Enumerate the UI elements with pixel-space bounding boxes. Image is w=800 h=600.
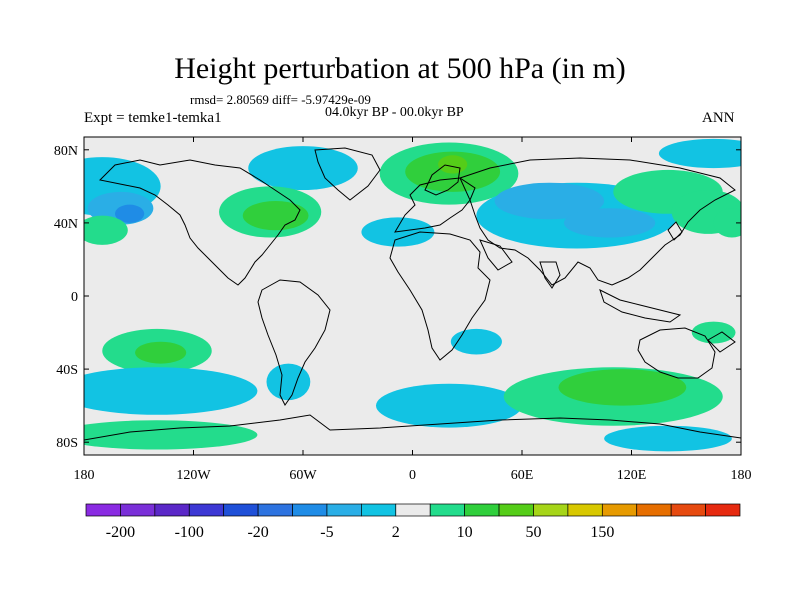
coastline-north-america — [98, 159, 301, 286]
anomaly-region-4 — [248, 146, 358, 190]
colorbar-swatch — [257, 503, 293, 517]
anomaly-region-6 — [242, 200, 309, 231]
latitude-axis: 80N 40N 0 40S 80S — [54, 144, 741, 451]
coastline-arabia-india — [479, 239, 561, 289]
colorbar: -200 -100 -20 -5 2 10 50 150 — [85, 503, 741, 541]
colorbar-swatch — [567, 503, 603, 517]
lat-tick-label: 40N — [54, 217, 78, 232]
anomaly-region-3 — [115, 204, 145, 223]
coastline-south-america — [257, 279, 331, 406]
colorbar-label: 10 — [457, 524, 473, 541]
colorbar-swatch — [292, 503, 328, 517]
colorbar-label: -20 — [247, 524, 268, 541]
colorbar-swatch — [464, 503, 500, 517]
anomaly-region-22 — [135, 341, 187, 364]
colorbar-swatch — [223, 503, 259, 517]
colorbar-swatch — [85, 503, 121, 517]
time-period-label: 04.0kyr BP - 00.0kyr BP — [325, 105, 464, 120]
anomaly-region-9 — [438, 155, 468, 174]
colorbar-label: 50 — [525, 524, 541, 541]
colorbar-swatch — [395, 503, 431, 517]
anomaly-region-29 — [604, 425, 732, 452]
colorbar-swatch — [636, 503, 672, 517]
coastline-europe — [394, 177, 476, 233]
colorbar-label: -200 — [106, 524, 135, 541]
lon-tick-label: 60E — [511, 468, 534, 483]
colorbar-label: -5 — [320, 524, 333, 541]
anomaly-region-24 — [266, 363, 311, 401]
anomaly-region-26 — [376, 383, 522, 428]
lon-tick-label: 60W — [289, 468, 317, 483]
colorbar-swatch — [188, 503, 225, 517]
anomaly-region-19 — [450, 328, 502, 355]
lat-tick-label: 80N — [54, 144, 78, 159]
lat-tick-label: 40S — [56, 363, 78, 378]
longitude-axis: 180 120W 60W 0 60E 120E 180 — [74, 137, 752, 483]
rmsd-diff-stats: rmsd= 2.80569 diff= -5.97429e-09 — [190, 92, 371, 107]
colorbar-swatch — [705, 503, 741, 517]
map-area — [84, 137, 741, 455]
coastline-australia — [637, 327, 716, 379]
anomaly-region-23 — [84, 367, 258, 415]
anomaly-region-12 — [494, 182, 605, 220]
colorbar-swatch — [429, 503, 465, 517]
anomaly-region-16 — [84, 215, 128, 245]
colorbar-swatch — [361, 503, 397, 517]
colorbar-swatch — [533, 503, 569, 517]
colorbar-label: 2 — [392, 524, 400, 541]
lon-tick-label: 120E — [617, 468, 647, 483]
lon-tick-label: 120W — [176, 468, 211, 483]
anomaly-region-18 — [658, 138, 741, 169]
colorbar-swatch — [498, 503, 534, 517]
plot-title: Height perturbation at 500 hPa (in m) — [174, 52, 626, 85]
lon-tick-label: 180 — [74, 468, 95, 483]
coastline-antarctica — [84, 414, 741, 441]
anomaly-region-25 — [84, 420, 258, 450]
coastline-southeast-asia — [599, 289, 682, 323]
colorbar-label: 150 — [590, 524, 614, 541]
lat-tick-label: 80S — [56, 436, 78, 451]
lon-tick-label: 180 — [731, 468, 752, 483]
coastline-scandinavia — [424, 164, 461, 196]
season-label: ANN — [702, 110, 735, 126]
coastline-africa — [389, 231, 491, 361]
colorbar-swatch — [120, 503, 156, 517]
anomaly-region-28 — [558, 369, 687, 406]
anomaly-region-13 — [563, 208, 656, 238]
experiment-label: Expt = temke1-temka1 — [84, 110, 222, 126]
coastline-asia — [459, 157, 736, 286]
anomaly-region-17 — [713, 208, 741, 238]
colorbar-label: -100 — [175, 524, 204, 541]
coastline-layer — [84, 147, 741, 441]
colorbar-swatch — [326, 503, 362, 517]
coastline-greenland — [314, 147, 381, 201]
colorbar-swatch — [670, 503, 706, 517]
anomaly-region-20 — [691, 321, 736, 344]
colorbar-swatch — [154, 503, 190, 517]
colorbar-swatch — [601, 503, 638, 517]
lat-tick-label: 0 — [71, 290, 78, 305]
lon-tick-label: 0 — [409, 468, 416, 483]
coastline-japan-islands — [667, 221, 736, 353]
